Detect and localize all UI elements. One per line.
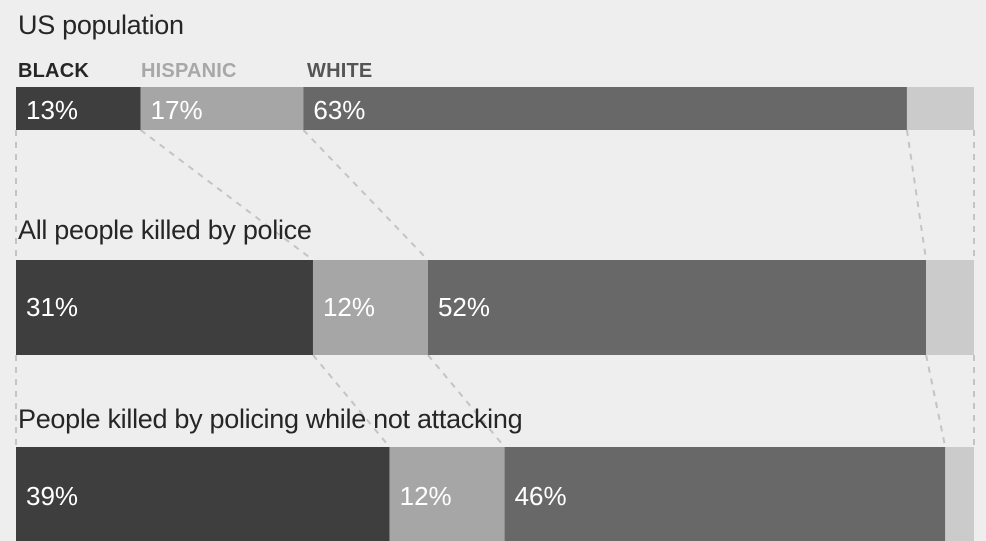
connector-line bbox=[905, 129, 928, 261]
connector-lines bbox=[15, 129, 975, 448]
bar-segment-white-2 bbox=[504, 447, 946, 541]
data-label-white-2: 46% bbox=[515, 481, 567, 511]
bar-segment-black-0 bbox=[16, 87, 141, 130]
bar-segment-black-1 bbox=[16, 260, 313, 355]
legend-black: BLACK bbox=[18, 60, 89, 82]
data-label-hispanic-1: 12% bbox=[323, 292, 375, 322]
data-label-hispanic-2: 12% bbox=[400, 481, 452, 511]
bar-segment-black-2 bbox=[16, 447, 390, 541]
bar-segment-other-2 bbox=[945, 447, 974, 541]
bar-segment-other-0 bbox=[906, 87, 974, 130]
connector-line bbox=[312, 354, 391, 448]
bar-segment-hispanic-2 bbox=[389, 447, 505, 541]
data-label-hispanic-0: 17% bbox=[151, 95, 203, 125]
bar-segment-white-1 bbox=[427, 260, 927, 355]
bar-title-all-killed: All people killed by police bbox=[18, 215, 312, 245]
bar-segment-hispanic-0 bbox=[140, 87, 304, 130]
data-label-white-0: 63% bbox=[313, 95, 365, 125]
data-label-white-1: 52% bbox=[438, 292, 490, 322]
bar-title-us-population: US population bbox=[18, 10, 184, 40]
connector-line bbox=[302, 129, 429, 261]
bars: 13% 17% 63% 31% 12% 52% 39% 12% 46% bbox=[16, 87, 974, 541]
legend-white: WHITE bbox=[307, 60, 373, 82]
bar-segment-white-0 bbox=[303, 87, 907, 130]
connector-line bbox=[925, 354, 947, 448]
data-label-black-1: 31% bbox=[26, 292, 78, 322]
bar-segment-hispanic-1 bbox=[312, 260, 428, 355]
legend-hispanic: HISPANIC bbox=[141, 60, 237, 82]
data-label-black-2: 39% bbox=[26, 481, 78, 511]
bar-segment-other-1 bbox=[926, 260, 974, 355]
connector-line bbox=[427, 354, 506, 448]
data-label-black-0: 13% bbox=[26, 95, 78, 125]
bar-title-not-attacking: People killed by policing while not atta… bbox=[18, 404, 523, 434]
